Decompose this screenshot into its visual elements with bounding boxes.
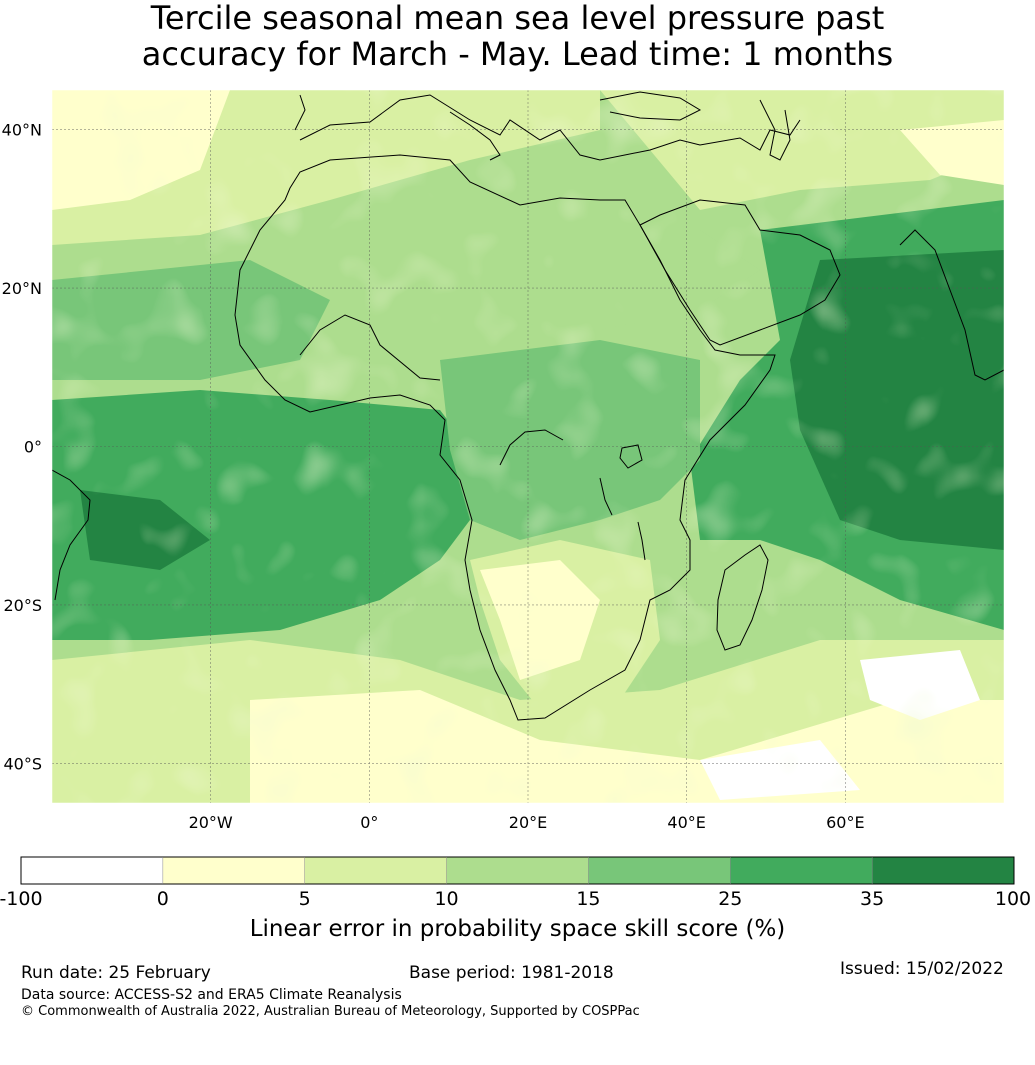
base-period: Base period: 1981-2018 <box>409 963 614 983</box>
coastline-lake-victoria <box>619 444 643 469</box>
y-axis-labels: 40°N 20°N 0° 20°S 40°S <box>2 121 42 774</box>
colorbar-title: Linear error in probability space skill … <box>249 916 786 942</box>
coastline-niger-river <box>299 314 441 381</box>
x-tick-label: 0° <box>360 813 378 832</box>
y-tick-label: 40°N <box>2 121 42 140</box>
colorbar <box>20 856 1015 885</box>
x-tick-label: 40°E <box>667 813 705 832</box>
coastline-africa <box>234 154 776 721</box>
colorbar-tick-label: 35 <box>860 888 885 910</box>
colorbar-tick-label: -100 <box>0 888 43 910</box>
title-line-1: Tercile seasonal mean sea level pressure… <box>150 0 885 37</box>
map-title: Tercile seasonal mean sea level pressure… <box>0 0 1035 72</box>
coastline-caspian <box>759 99 791 161</box>
x-tick-label: 20°W <box>189 813 233 832</box>
colorbar-segment <box>446 857 589 884</box>
coastline-congo-river <box>499 429 564 466</box>
run-date: Run date: 25 February <box>21 963 211 983</box>
map-frame <box>51 89 1005 804</box>
y-tick-label: 40°S <box>3 754 42 773</box>
x-tick-label: 20°E <box>509 813 547 832</box>
copyright: © Commonwealth of Australia 2022, Austra… <box>21 1004 640 1019</box>
y-tick-label: 20°S <box>3 596 42 615</box>
colorbar-tick-label: 10 <box>434 888 459 910</box>
colorbar-tick-label: 25 <box>718 888 743 910</box>
x-tick-label: 60°E <box>826 813 864 832</box>
coastline-south-america <box>52 469 91 601</box>
coastline-india <box>899 229 1004 381</box>
y-tick-label: 0° <box>24 438 42 457</box>
coastlines <box>52 91 1004 721</box>
colorbar-tick-label: 0 <box>156 888 169 910</box>
coastline-black-sea <box>599 91 702 121</box>
colorbar-frame <box>20 856 1015 885</box>
title-line-2: accuracy for March - May. Lead time: 1 m… <box>141 35 894 73</box>
colorbar-segment <box>730 857 873 884</box>
colorbar-segment <box>21 857 163 884</box>
coastline-lake-malawi <box>637 521 646 561</box>
colorbar-segment <box>304 857 447 884</box>
colorbar-segment <box>872 857 1014 884</box>
coastline-lake-tanganyika <box>599 477 613 516</box>
colorbar-tick-label: 5 <box>298 888 311 910</box>
colorbar-segment <box>588 857 731 884</box>
colorbar-tick-label: 100 <box>994 888 1032 910</box>
gridlines <box>52 90 1004 803</box>
data-source: Data source: ACCESS-S2 and ERA5 Climate … <box>21 987 402 1003</box>
colorbar-segment <box>162 857 305 884</box>
skill-field <box>52 90 1004 803</box>
y-tick-label: 20°N <box>2 279 42 298</box>
x-axis-labels: 20°W 0° 20°E 40°E 60°E <box>189 813 865 832</box>
colorbar-tick-label: 15 <box>576 888 601 910</box>
issued-date: Issued: 15/02/2022 <box>840 959 1004 979</box>
coastline-italy <box>449 111 501 161</box>
coastline-arabia <box>639 199 841 346</box>
coastline-madagascar <box>716 544 769 651</box>
coastline-europe <box>294 94 801 161</box>
